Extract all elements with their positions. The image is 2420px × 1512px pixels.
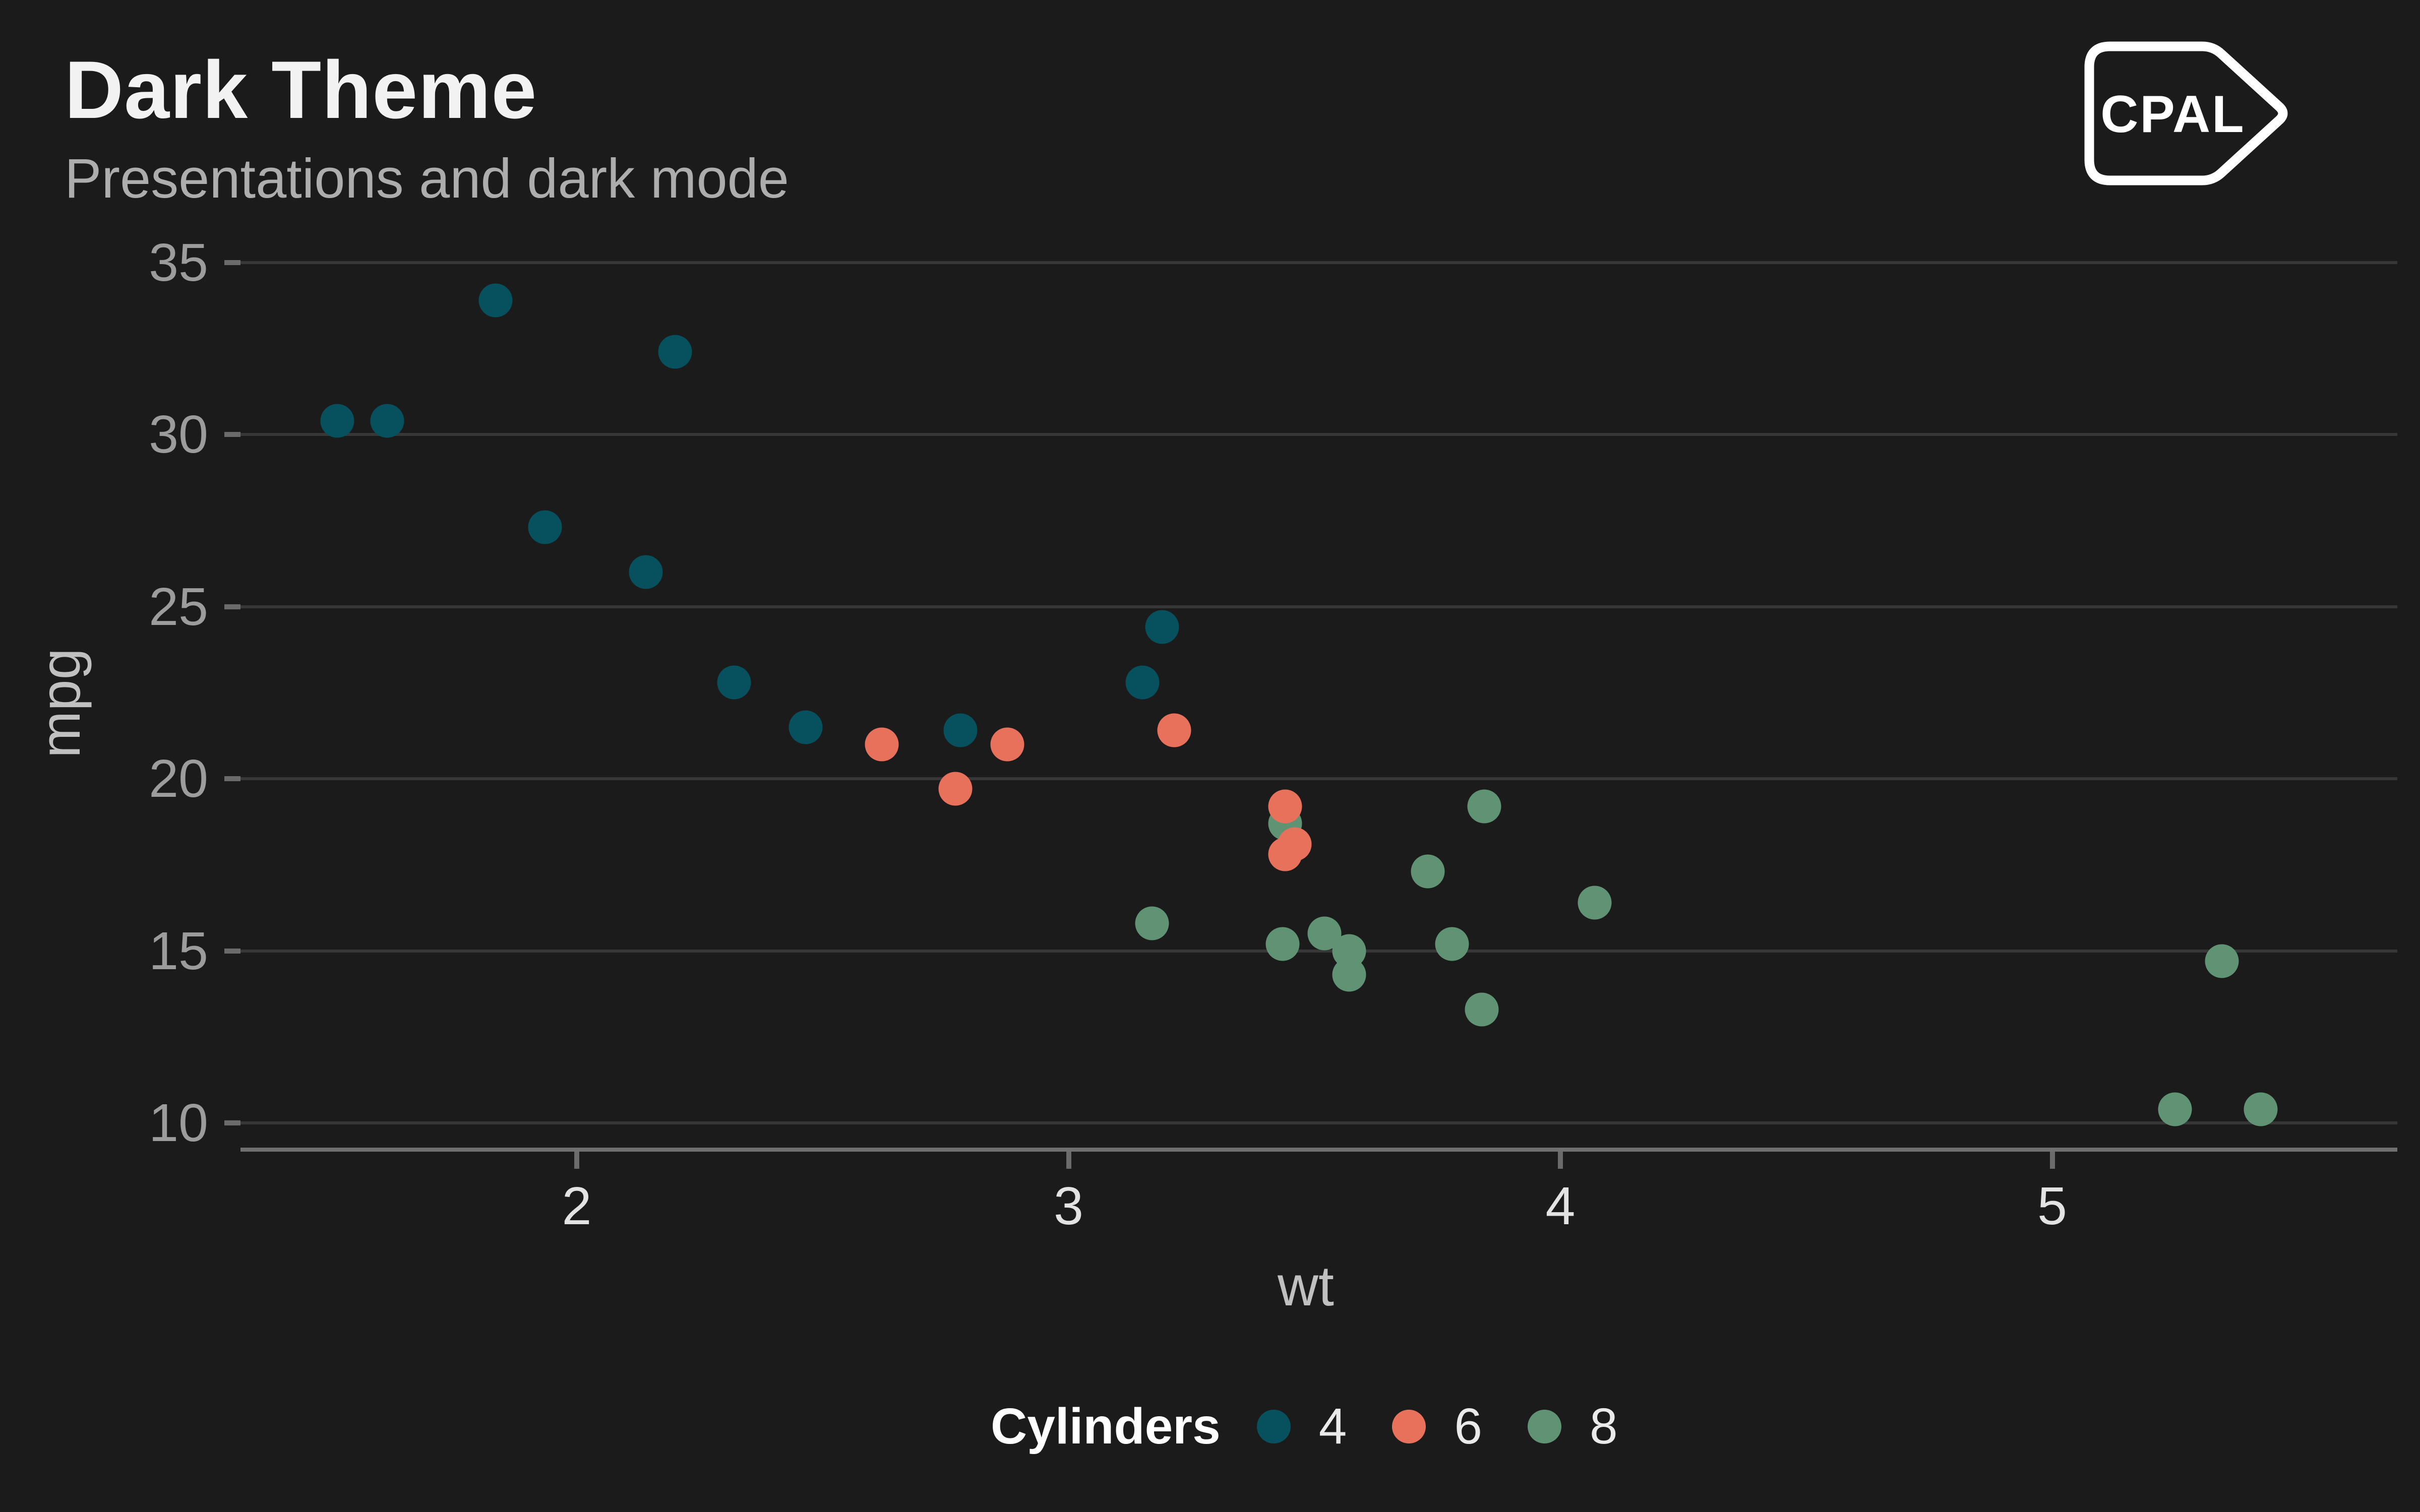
- gridline-y-20: [240, 777, 2397, 780]
- y-tick-20: [224, 776, 240, 781]
- data-point: [1465, 992, 1499, 1027]
- data-point: [1411, 854, 1445, 889]
- x-tick-label-5: 5: [2037, 1176, 2067, 1236]
- gridline-y-15: [240, 949, 2397, 953]
- data-point: [1268, 789, 1302, 824]
- legend-label-4: 4: [1318, 1398, 1347, 1455]
- legend-entry-8: 8: [1527, 1398, 1618, 1455]
- data-point: [320, 404, 354, 438]
- data-point: [938, 772, 973, 806]
- data-point: [1268, 837, 1302, 871]
- data-point: [1145, 610, 1179, 644]
- y-tick-label-30: 30: [149, 405, 208, 464]
- data-point: [943, 713, 978, 747]
- y-tick-10: [224, 1120, 240, 1125]
- y-tick-25: [224, 604, 240, 609]
- y-tick-label-35: 35: [149, 232, 208, 292]
- legend-title: Cylinders: [991, 1398, 1221, 1455]
- x-axis-title: wt: [1278, 1254, 1334, 1317]
- data-point: [1578, 886, 1612, 920]
- legend: Cylinders 4 6 8: [991, 1399, 1632, 1454]
- legend-label-8: 8: [1589, 1398, 1618, 1455]
- y-axis-title: mpg: [29, 648, 92, 758]
- data-point: [370, 404, 404, 438]
- data-point: [717, 665, 751, 700]
- data-point: [1157, 713, 1191, 747]
- legend-swatch-6-icon: [1392, 1409, 1426, 1443]
- x-tick-2: [574, 1152, 579, 1169]
- gridline-y-30: [240, 433, 2397, 436]
- data-point: [2244, 1092, 2278, 1126]
- data-point: [658, 335, 692, 369]
- legend-label-6: 6: [1454, 1398, 1482, 1455]
- y-tick-label-10: 10: [149, 1093, 208, 1153]
- data-point: [990, 727, 1024, 762]
- y-tick-label-15: 15: [149, 921, 208, 981]
- y-tick-label-20: 20: [149, 749, 208, 808]
- page-title: Dark Theme: [65, 44, 537, 136]
- cpal-logo: CPAL: [2084, 41, 2288, 185]
- data-point: [1467, 789, 1501, 824]
- gridline-y-10: [240, 1121, 2397, 1124]
- cpal-logo-text: CPAL: [2100, 85, 2245, 144]
- data-point: [2205, 944, 2239, 978]
- y-tick-35: [224, 260, 240, 265]
- data-point: [1125, 665, 1160, 700]
- gridline-y-35: [240, 261, 2397, 264]
- legend-entry-4: 4: [1256, 1398, 1347, 1455]
- x-axis-line: [240, 1148, 2397, 1152]
- x-tick-3: [1066, 1152, 1071, 1169]
- x-tick-label-4: 4: [1545, 1176, 1576, 1236]
- data-point: [1332, 934, 1366, 968]
- data-point: [1135, 906, 1169, 940]
- data-point: [789, 710, 823, 744]
- data-point: [528, 510, 562, 544]
- x-tick-5: [2049, 1152, 2055, 1169]
- data-point: [865, 727, 899, 762]
- x-tick-4: [1558, 1152, 1563, 1169]
- data-point: [2158, 1092, 2192, 1126]
- legend-swatch-8-icon: [1527, 1409, 1561, 1443]
- page-subtitle: Presentations and dark mode: [65, 148, 789, 210]
- x-tick-label-2: 2: [562, 1176, 592, 1236]
- data-point: [478, 283, 513, 318]
- data-point: [629, 555, 663, 589]
- data-point: [1435, 927, 1469, 961]
- cpal-logo-tag-shape: [2084, 41, 2288, 185]
- y-tick-15: [224, 948, 240, 954]
- y-tick-30: [224, 432, 240, 437]
- y-tick-label-25: 25: [149, 577, 208, 637]
- legend-entry-6: 6: [1392, 1401, 1482, 1452]
- data-point: [1265, 927, 1300, 961]
- x-tick-label-3: 3: [1054, 1176, 1083, 1236]
- gridline-y-25: [240, 605, 2397, 608]
- legend-swatch-4-icon: [1256, 1409, 1291, 1443]
